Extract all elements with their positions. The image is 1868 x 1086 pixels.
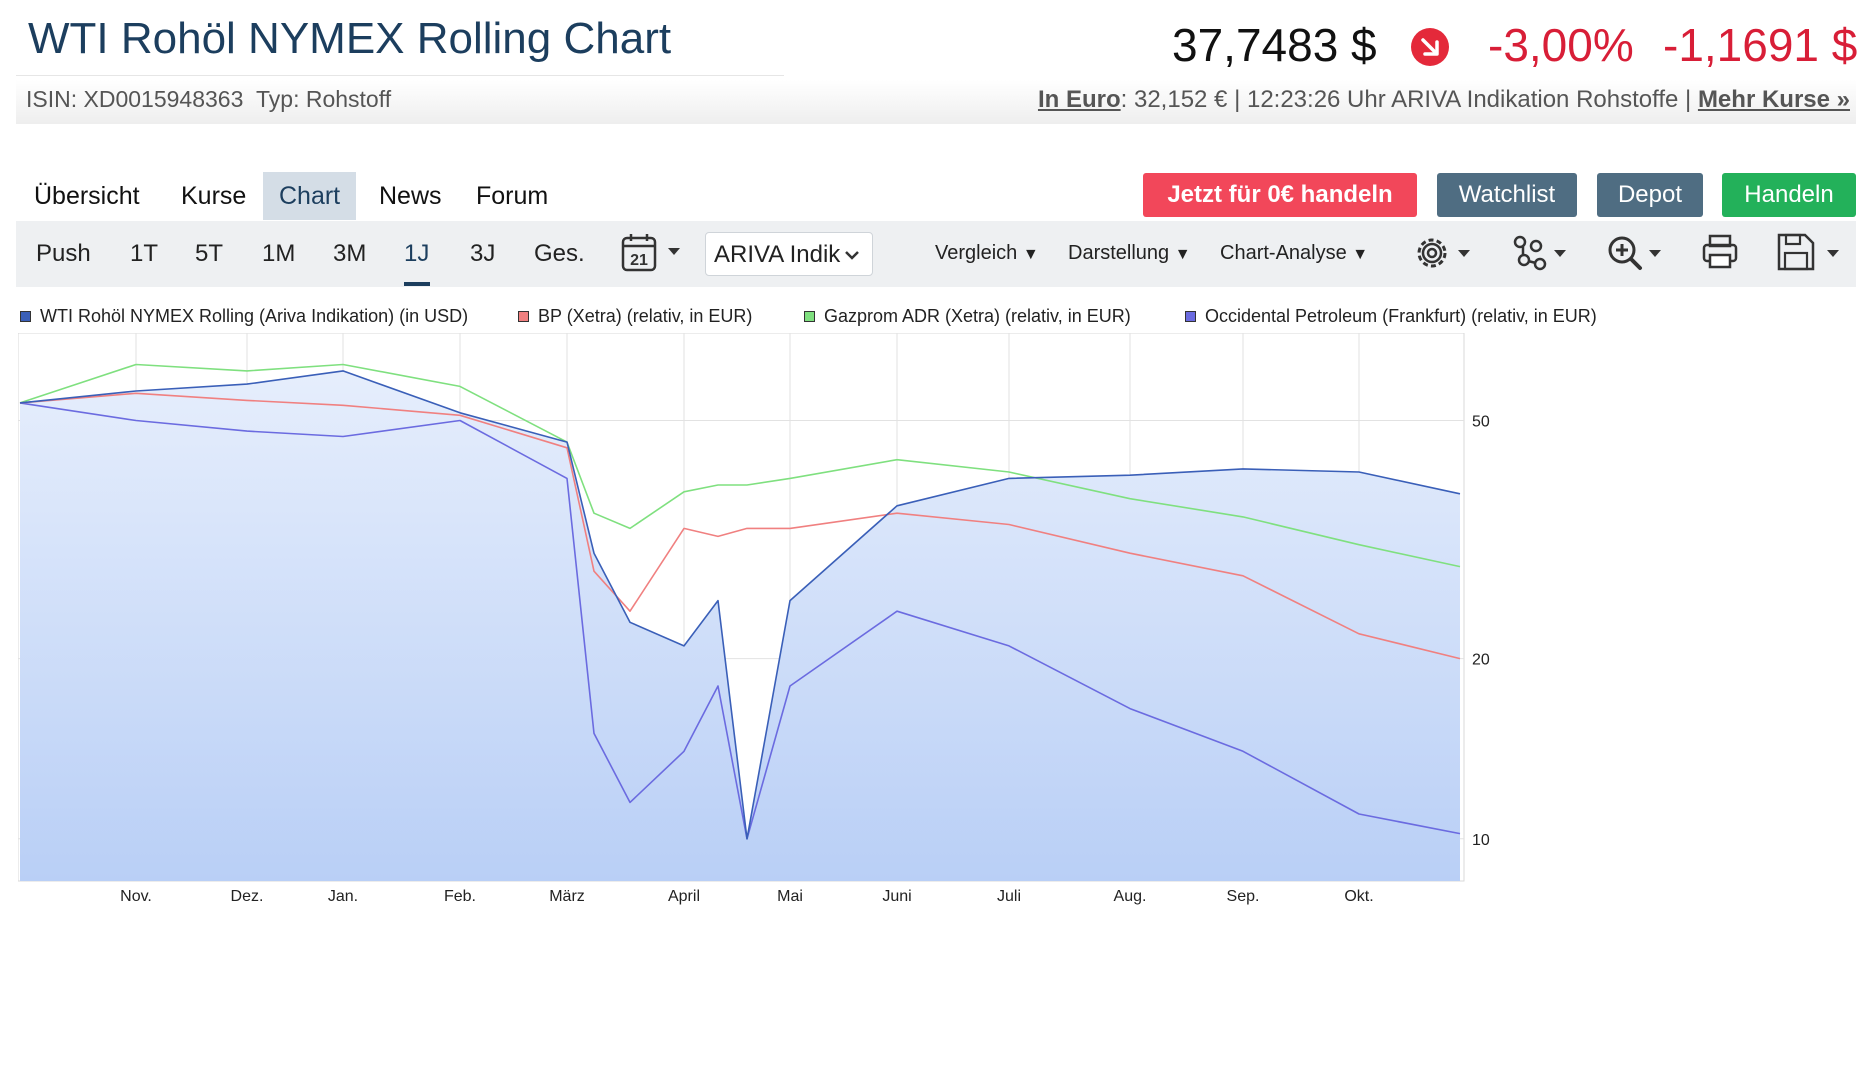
change-absolute: -1,1691 $ [1663,19,1858,71]
calendar-picker[interactable]: 21 [620,232,690,276]
active-range-indicator [404,282,430,286]
range-push[interactable]: Push [36,240,91,267]
range-ges[interactable]: Ges. [534,240,585,267]
calendar-day: 21 [630,252,648,269]
x-tick-label: Okt. [1344,888,1373,905]
settings-gear-icon [1417,238,1470,268]
euro-price-details: : 32,152 € | 12:23:26 Uhr ARIVA Indikati… [1120,86,1698,113]
series-line-2 [19,363,1461,568]
chart-area-layer [20,370,1460,881]
chevron-down-icon [845,251,859,260]
in-euro-link[interactable]: In Euro [1037,86,1121,113]
series-line-0 [19,370,1461,840]
tab-chart[interactable]: Chart [263,172,357,220]
mehr-kurse-link[interactable]: Mehr Kurse » [1697,86,1850,113]
legend-swatch-bp [518,311,529,322]
isin-label: ISIN: XD0015948363 [26,86,244,112]
chart-analyse-dropdown[interactable]: Chart-Analyse ▼ [1220,242,1368,265]
x-tick-label: Feb. [444,888,476,905]
change-percent: -3,00% [1488,19,1634,71]
settings-button[interactable] [1412,230,1472,276]
x-tick-label: April [668,888,700,905]
caret-down-icon [668,248,680,255]
y-tick-label: 50 [1472,413,1490,430]
legend-swatch-occidental [1185,311,1196,322]
x-tick-label: Mai [777,888,803,905]
legend-label-wti: WTI Rohöl NYMEX Rolling (Ariva Indikatio… [40,306,469,326]
title-divider [16,75,784,76]
series-area-wti [20,370,1460,881]
x-tick-label: Jan. [328,888,358,905]
arrow-down-right-icon [1411,28,1449,66]
series-line-1 [19,392,1461,660]
caret-down-icon: ▼ [1352,246,1369,263]
x-tick-label: Sep. [1227,888,1260,905]
series-line-3 [19,402,1461,840]
range-3m[interactable]: 3M [333,240,367,267]
zoom-button[interactable] [1605,230,1665,276]
print-button[interactable] [1700,230,1760,276]
vergleich-dropdown[interactable]: Vergleich ▼ [935,242,1039,265]
darstellung-dropdown[interactable]: Darstellung ▼ [1068,242,1191,265]
y-tick-label: 10 [1472,832,1490,849]
y-axis: 50 20 10 [1472,413,1490,848]
x-tick-label: Juni [882,888,911,905]
depot-button[interactable]: Depot [1597,173,1703,217]
caret-down-icon: ▼ [1174,246,1191,263]
indicators-icon [1513,235,1566,271]
page-title: WTI Rohöl NYMEX Rolling Chart [28,14,672,63]
trade-free-button[interactable]: Jetzt für 0€ handeln [1143,173,1417,217]
tab-uebersicht[interactable]: Übersicht [34,182,140,210]
save-icon [1777,233,1839,271]
x-tick-label: Juli [997,888,1021,905]
legend-swatch-wti [20,311,31,322]
current-price: 37,7483 $ [1172,19,1377,71]
source-select-value: ARIVA Indik [714,241,841,268]
x-tick-label: Nov. [120,888,152,905]
source-select[interactable]: ARIVA Indik [705,232,873,276]
indicators-button[interactable] [1510,230,1570,276]
range-1m[interactable]: 1M [262,240,296,267]
x-tick-label: Aug. [1114,888,1147,905]
caret-down-icon: ▼ [1022,246,1039,263]
range-3j[interactable]: 3J [470,240,496,267]
price-chart: 50 20 10 Nov. Dez. Jan. Feb. März April Mai Juni J… [18,333,1490,905]
range-1j[interactable]: 1J [404,240,430,267]
range-1t[interactable]: 1T [130,240,159,267]
tab-forum[interactable]: Forum [476,182,549,210]
legend-label-gazprom: Gazprom ADR (Xetra) (relativ, in EUR) [824,306,1131,326]
info-bar [16,80,1856,124]
zoom-in-icon [1608,236,1661,270]
chart-analyse-label: Chart-Analyse [1220,242,1347,264]
tab-news[interactable]: News [379,182,442,210]
legend-swatch-gazprom [804,311,815,322]
darstellung-label: Darstellung [1068,242,1170,264]
euro-price-line: In Euro: 32,152 € | 12:23:26 Uhr ARIVA I… [1038,86,1850,114]
x-axis: Nov. Dez. Jan. Feb. März April Mai Juni Juli Aug.… [120,888,1374,905]
tab-kurse[interactable]: Kurse [181,182,247,210]
print-icon [1702,234,1738,269]
x-tick-label: Dez. [231,888,264,905]
chart-line-layer [19,363,1461,840]
calendar-icon: 21 [621,234,680,272]
arrow-down-right-icon-graphic [1421,38,1439,56]
type-label: Typ: Rohstoff [256,86,392,112]
legend-label-occidental: Occidental Petroleum (Frankfurt) (relati… [1205,306,1597,326]
x-tick-label: März [549,888,585,905]
legend-label-bp: BP (Xetra) (relativ, in EUR) [538,306,753,326]
watchlist-button[interactable]: Watchlist [1437,173,1577,217]
handeln-button[interactable]: Handeln [1722,173,1856,217]
vergleich-label: Vergleich [935,242,1018,264]
range-5t[interactable]: 5T [195,240,224,267]
save-button[interactable] [1775,230,1850,276]
y-tick-label: 20 [1472,652,1490,669]
chart-toolbar [16,221,1856,287]
